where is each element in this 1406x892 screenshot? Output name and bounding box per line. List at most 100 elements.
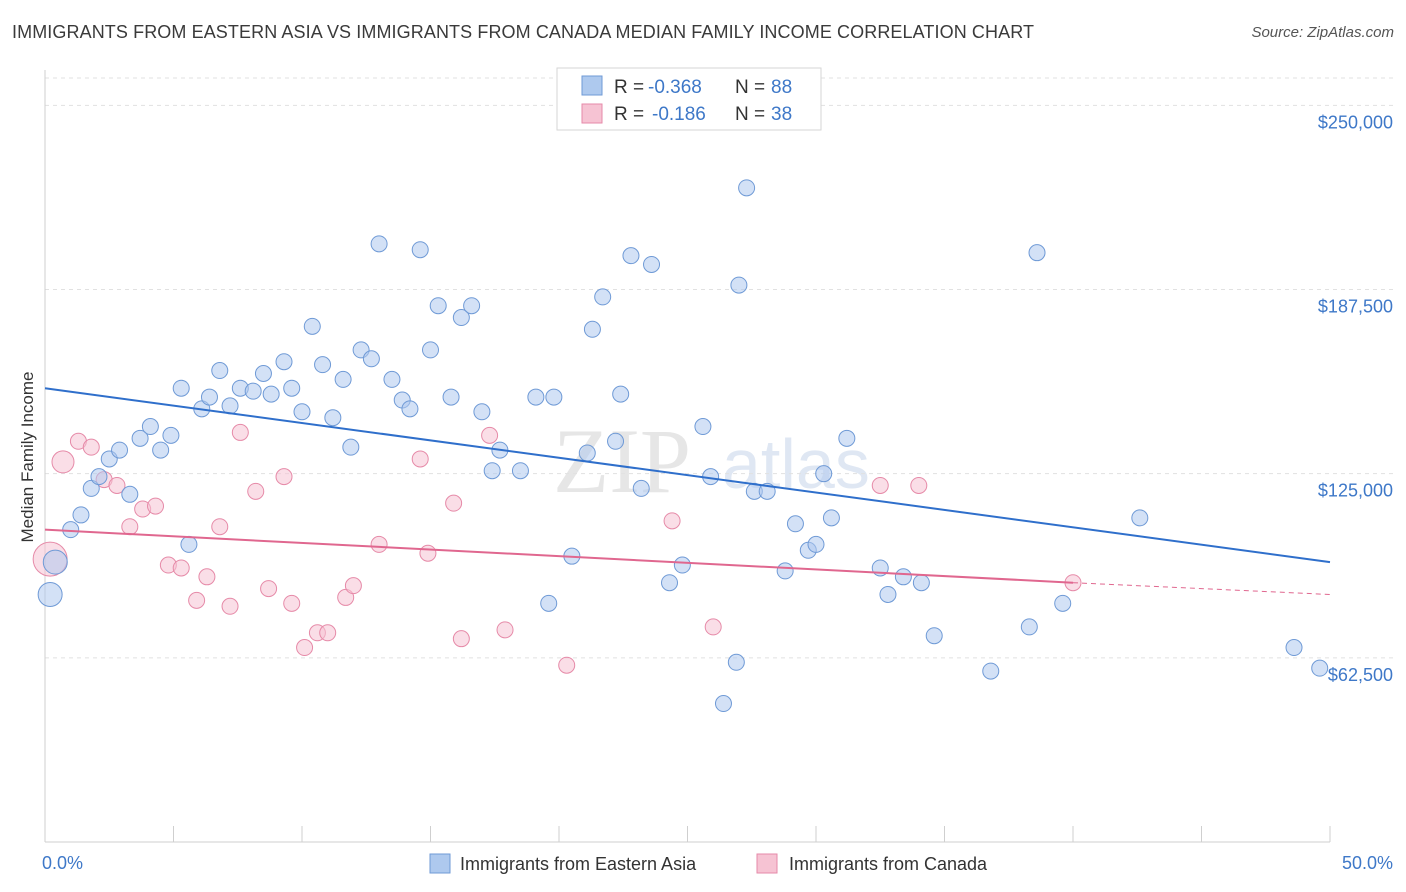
eastern-asia-point-60 (673, 556, 691, 574)
y-tick-label-1: $125,000 (1318, 481, 1393, 501)
x-tick-labels: 0.0% 50.0% (42, 853, 1393, 873)
chart-title: IMMIGRANTS FROM EASTERN ASIA VS IMMIGRAN… (12, 22, 1035, 42)
eastern-asia-point-14 (180, 535, 198, 553)
eastern-asia-point-11 (152, 441, 170, 459)
legend-n-label-1: N = (735, 77, 765, 98)
x-tick-label-start: 0.0% (42, 853, 83, 873)
canada-point-26 (411, 450, 429, 468)
eastern-asia-point-16 (200, 388, 218, 406)
eastern-asia-point-36 (401, 400, 419, 418)
eastern-asia-point-9 (131, 429, 149, 447)
eastern-asia-point-66 (738, 179, 756, 197)
eastern-asia-point-5 (90, 468, 108, 486)
eastern-asia-point-72 (807, 535, 825, 553)
eastern-asia-point-24 (283, 379, 301, 397)
eastern-asia-point-38 (422, 341, 439, 359)
canada-point-24 (344, 577, 362, 595)
eastern-asia-point-69 (776, 562, 794, 580)
eastern-asia-point-83 (1028, 244, 1046, 262)
canada-point-31 (496, 621, 514, 639)
canada-point-16 (247, 482, 265, 500)
eastern-asia-point-58 (643, 255, 661, 273)
eastern-asia-point-55 (612, 385, 630, 403)
eastern-asia-point-80 (925, 627, 943, 645)
canada-point-35 (871, 476, 889, 494)
y-tick-label-2: $187,500 (1318, 297, 1393, 317)
canada-point-8 (147, 497, 165, 515)
eastern-asia-point-51 (578, 444, 596, 462)
eastern-asia-point-26 (303, 317, 321, 335)
eastern-asia-point-56 (622, 247, 640, 265)
canada-point-32 (558, 656, 576, 674)
eastern-asia-point-79 (912, 574, 930, 592)
eastern-asia-point-59 (661, 574, 679, 592)
eastern-asia-point-12 (162, 426, 180, 444)
x-tick-label-end: 50.0% (1342, 853, 1393, 873)
bottom-legend-swatch-blue (429, 853, 451, 874)
eastern-asia-point-84 (1054, 594, 1072, 612)
eastern-asia-trend-line (44, 387, 1331, 564)
eastern-asia-point-42 (463, 297, 481, 315)
eastern-asia-point-87 (1311, 659, 1329, 677)
canada-point-13 (211, 518, 229, 536)
canada-trend-line-extension (1072, 582, 1331, 595)
y-tick-label-0: $62,500 (1328, 665, 1393, 685)
eastern-asia-point-78 (894, 568, 912, 586)
legend-n-label-2: N = (735, 104, 765, 125)
eastern-asia-point-70 (786, 515, 804, 533)
y-tick-label-3: $250,000 (1318, 112, 1393, 132)
canada-point-33 (663, 512, 681, 530)
canada-point-30 (481, 426, 499, 444)
y-axis-label: Median Family Income (18, 371, 37, 542)
eastern-asia-point-25 (293, 403, 311, 421)
trend-lines (44, 387, 1331, 595)
eastern-asia-point-64 (727, 653, 745, 671)
canada-point-22 (319, 624, 337, 642)
eastern-asia-point-20 (244, 382, 262, 400)
bottom-legend-label-pink: Immigrants from Canada (789, 854, 988, 874)
eastern-asia-point-34 (383, 370, 401, 388)
eastern-asia-point-7 (111, 441, 129, 459)
eastern-asia-point-48 (540, 594, 558, 612)
canada-point-12 (198, 568, 216, 586)
series-legend: Immigrants from Eastern Asia Immigrants … (429, 853, 988, 874)
eastern-asia-point-30 (342, 438, 360, 456)
canada-point-17 (260, 580, 278, 598)
eastern-asia-point-43 (473, 403, 491, 421)
eastern-asia-point-46 (511, 462, 529, 480)
canada-point-6 (121, 518, 139, 536)
gridlines (45, 77, 1395, 659)
eastern-asia-point-0 (37, 581, 63, 607)
eastern-asia-point-37 (411, 241, 429, 259)
eastern-asia-point-3 (72, 506, 90, 524)
canada-point-25 (370, 535, 388, 553)
eastern-asia-point-21 (254, 364, 272, 382)
legend-r-value-2: -0.186 (652, 104, 706, 125)
legend-r-label-2: R = (614, 104, 644, 125)
correlation-legend: R = -0.368 N = 88 R = -0.186 N = 38 (556, 67, 822, 131)
eastern-asia-point-39 (429, 297, 447, 315)
source-credit: Source: ZipAtlas.com (1251, 24, 1394, 41)
eastern-asia-point-82 (1020, 618, 1038, 636)
eastern-asia-point-73 (815, 465, 833, 483)
canada-point-28 (445, 494, 463, 512)
canada-point-14 (221, 597, 239, 615)
eastern-asia-point-81 (982, 662, 1000, 680)
canada-point-5 (108, 476, 126, 494)
axes (44, 70, 1331, 843)
eastern-asia-point-28 (324, 409, 342, 427)
eastern-asia-point-8 (121, 485, 139, 503)
y-tick-labels: $62,500 $125,000 $187,500 $250,000 (1318, 112, 1393, 684)
canada-point-29 (452, 630, 470, 648)
eastern-asia-point-54 (607, 432, 625, 450)
bottom-legend-swatch-pink (756, 853, 778, 874)
eastern-asia-point-29 (334, 370, 352, 388)
eastern-asia-point-4 (82, 479, 100, 497)
eastern-asia-point-41 (452, 309, 470, 327)
watermark-zip: ZIP (553, 410, 691, 512)
canada-point-18 (275, 468, 293, 486)
eastern-asia-point-49 (545, 388, 563, 406)
eastern-asia-point-2 (62, 521, 80, 539)
eastern-asia-point-13 (172, 379, 190, 397)
